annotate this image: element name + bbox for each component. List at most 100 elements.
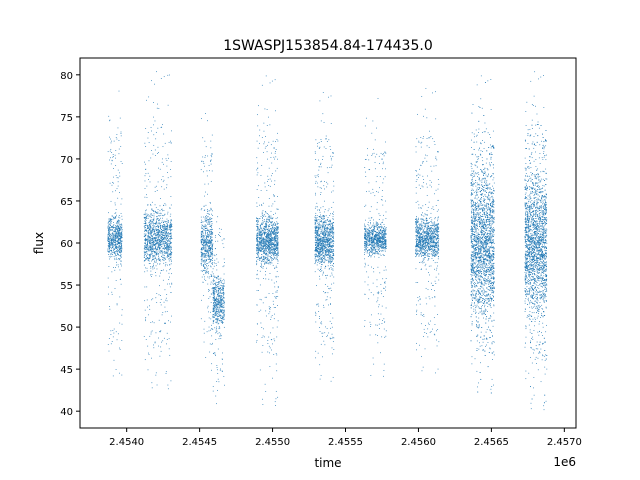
data-point [153, 223, 154, 225]
data-point [208, 242, 210, 244]
data-point [205, 237, 207, 239]
data-point [258, 249, 259, 251]
data-point [262, 247, 263, 249]
data-point [212, 390, 214, 392]
data-point [276, 257, 278, 259]
data-point [119, 217, 121, 219]
data-point [160, 350, 162, 352]
data-point [219, 297, 221, 299]
data-point [256, 274, 258, 276]
data-point [166, 252, 168, 254]
data-point [157, 209, 159, 210]
data-point [265, 136, 266, 137]
data-point [202, 282, 204, 283]
data-point [315, 313, 317, 315]
data-point [325, 220, 326, 222]
data-point [215, 312, 217, 314]
data-point [108, 218, 110, 220]
data-point [276, 139, 278, 140]
data-point [270, 222, 272, 223]
data-point [202, 260, 204, 262]
data-point [216, 311, 217, 313]
data-point [108, 236, 110, 238]
data-point [155, 237, 157, 238]
data-point [154, 234, 156, 236]
data-point [203, 238, 205, 240]
data-point [264, 230, 266, 231]
data-point [314, 222, 316, 223]
data-point [275, 363, 277, 365]
data-point [110, 200, 112, 202]
data-point [256, 244, 258, 246]
data-point [321, 243, 323, 245]
data-point [214, 304, 216, 306]
data-point [170, 225, 172, 227]
data-point [208, 247, 209, 249]
data-point [219, 305, 221, 306]
data-point [205, 250, 207, 252]
data-point [153, 124, 154, 126]
data-point [323, 271, 324, 273]
data-point [270, 228, 272, 230]
data-point [217, 284, 218, 285]
data-point [118, 237, 120, 239]
data-point [168, 256, 170, 257]
data-point [161, 250, 163, 252]
data-point [143, 233, 145, 235]
data-point [164, 306, 166, 308]
data-point [170, 235, 172, 237]
data-point [315, 194, 316, 196]
data-point [219, 299, 221, 301]
data-point [210, 155, 212, 156]
data-point [119, 232, 120, 234]
data-point [115, 150, 117, 151]
data-point [109, 120, 110, 122]
data-point [257, 241, 258, 243]
data-point [156, 232, 158, 234]
data-point [266, 248, 267, 250]
data-point [273, 252, 275, 254]
data-point [158, 238, 159, 240]
data-point [332, 152, 334, 154]
data-point [221, 289, 223, 291]
data-point [201, 249, 202, 251]
data-point [109, 239, 111, 241]
data-point [263, 251, 264, 253]
data-point [155, 250, 157, 252]
data-point [277, 237, 279, 239]
data-point [113, 238, 114, 240]
data-point [216, 278, 218, 280]
data-point [167, 211, 169, 213]
data-point [206, 215, 208, 217]
data-point [107, 241, 109, 242]
data-point [206, 236, 207, 238]
data-point [264, 251, 266, 253]
data-point [264, 261, 266, 263]
data-point [169, 234, 171, 236]
data-point [277, 231, 279, 233]
data-point [154, 261, 156, 263]
data-point [208, 233, 210, 235]
data-point [274, 230, 275, 232]
data-point [204, 270, 206, 272]
data-point [145, 241, 146, 243]
data-point [205, 248, 207, 250]
data-point [108, 115, 110, 117]
data-point [264, 263, 266, 265]
data-point [331, 207, 333, 208]
data-point [320, 224, 322, 226]
data-point [118, 215, 120, 216]
data-point [330, 313, 332, 314]
data-point [210, 236, 212, 238]
data-point [317, 268, 319, 270]
data-point [261, 327, 263, 328]
data-point [262, 240, 264, 242]
data-point [109, 229, 111, 231]
data-point [109, 230, 110, 232]
data-point [111, 293, 113, 295]
data-point [116, 247, 118, 248]
data-point [277, 296, 279, 297]
data-point [155, 248, 156, 249]
data-point [274, 238, 276, 240]
data-point [206, 238, 207, 240]
